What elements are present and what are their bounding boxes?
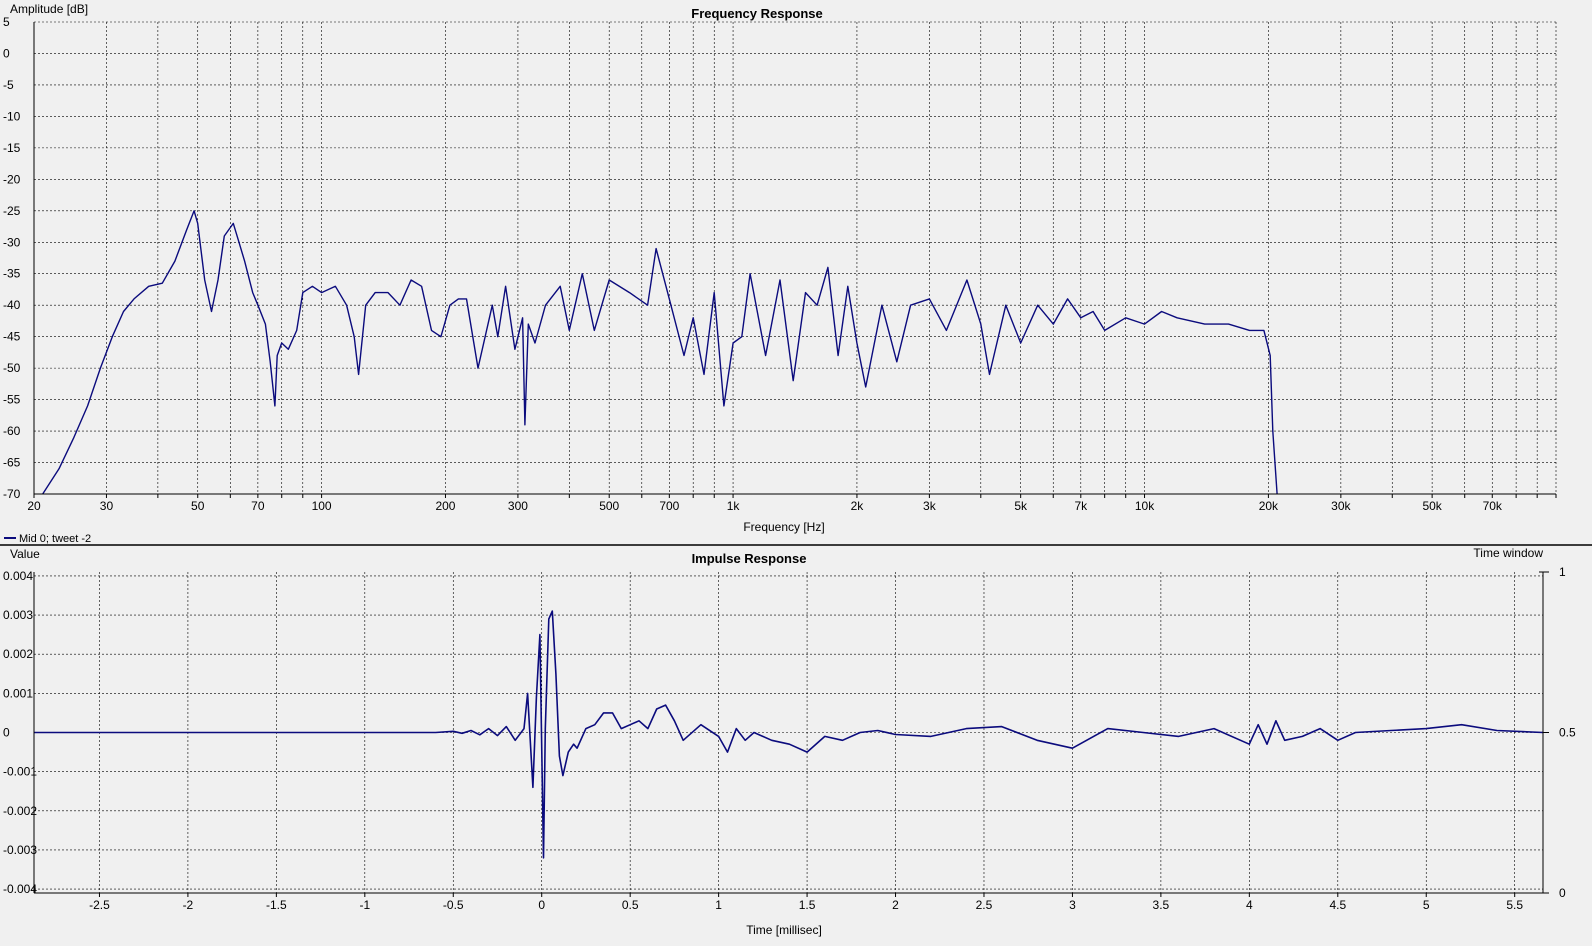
fr-series-line[interactable] (42, 210, 1278, 495)
ir-x-tick-label: 4.5 (1329, 898, 1346, 912)
fr-y-tick-label: -30 (3, 235, 21, 249)
ir-x-tick-label: 4 (1246, 898, 1253, 912)
ir-x-ticks: -2.5 -2 -1.5 -1 -0.5 0 0.5 1 1.5 2 2.5 3 3.5 4 4.5 5 5.5 (89, 893, 1523, 912)
ir-x-tick-label: -0.5 (443, 898, 464, 912)
ir-y-tick-label: -0.004 (3, 882, 37, 896)
ir-y-tick-label: 0.001 (3, 686, 33, 700)
fr-y-tick-label: -25 (3, 204, 21, 218)
ir-x-tick-label: 5 (1423, 898, 1430, 912)
fr-x-tick-label: 20 (27, 499, 41, 513)
impulse-response-chart[interactable]: Value Impulse Response Time window 0.004… (3, 546, 1576, 937)
ir-x-tick-label: 2.5 (976, 898, 993, 912)
ir-x-tick-label: 3.5 (1153, 898, 1170, 912)
ir-y-axis-label: Value (10, 547, 40, 561)
ir-y-tick-label: 0.003 (3, 608, 33, 622)
fr-x-ticks: 20 30 50 70 100 200 300 500 700 1k 2k 3k 5k 7k 10k 20k 3… (27, 494, 1557, 513)
fr-y-tick-label: -45 (3, 330, 21, 344)
fr-x-tick-label: 7k (1074, 499, 1088, 513)
time-window-ticks: 10.50 (1539, 565, 1576, 900)
fr-x-tick-label: 100 (312, 499, 332, 513)
fr-y-tick-label: -55 (3, 393, 21, 407)
ir-chart-title: Impulse Response (692, 551, 807, 566)
ir-x-tick-label: -2.5 (89, 898, 110, 912)
fr-y-tick-label: -20 (3, 172, 21, 186)
fr-y-tick-label: -40 (3, 298, 21, 312)
fr-x-tick-label: 5k (1014, 499, 1028, 513)
ir-series-line[interactable] (34, 610, 1544, 859)
time-window-tick-label: 1 (1559, 565, 1566, 579)
fr-x-tick-label: 70 (251, 499, 265, 513)
fr-chart-title: Frequency Response (691, 6, 823, 21)
fr-x-tick-label: 20k (1259, 499, 1279, 513)
ir-x-tick-label: 2 (892, 898, 899, 912)
ir-x-tick-label: 3 (1069, 898, 1076, 912)
fr-y-tick-label: -50 (3, 361, 21, 375)
ir-y-ticks: 0.004 0.003 0.002 0.001 0 -0.001 -0.002 -0.003 -… (3, 569, 37, 896)
fr-x-tick-label: 1k (727, 499, 741, 513)
ir-grid (34, 572, 1543, 893)
fr-x-tick-label: 2k (851, 499, 865, 513)
fr-x-tick-label: 50k (1422, 499, 1442, 513)
fr-x-tick-label: 30 (100, 499, 114, 513)
fr-y-tick-label: -65 (3, 456, 21, 470)
fr-x-tick-label: 200 (435, 499, 455, 513)
fr-x-tick-label: 70k (1483, 499, 1503, 513)
ir-y-tick-label: 0.004 (3, 569, 33, 583)
time-window-tick-label: 0.5 (1559, 726, 1576, 740)
fr-y-tick-label: -5 (3, 78, 14, 92)
frequency-response-chart[interactable]: Amplitude [dB] Frequency Response 50-5-1… (3, 2, 1557, 534)
fr-y-tick-label: 0 (3, 46, 10, 60)
ir-y-tick-label: -0.001 (3, 765, 37, 779)
fr-y-tick-label: -35 (3, 267, 21, 281)
ir-x-tick-label: 1.5 (799, 898, 816, 912)
fr-x-tick-label: 10k (1135, 499, 1155, 513)
fr-y-ticks: 5 0 -5 -10 -15 -20 -25 -30 -35 -40 -45 -50 -55 -60 -65… (3, 15, 21, 501)
fr-x-tick-label: 50 (191, 499, 205, 513)
ir-y-tick-label: 0 (3, 726, 10, 740)
ir-x-tick-label: -2 (183, 898, 194, 912)
fr-y-tick-label: -15 (3, 141, 21, 155)
fr-x-tick-label: 30k (1331, 499, 1351, 513)
fr-y-tick-label: 5 (3, 15, 10, 29)
fr-y-tick-label: -10 (3, 109, 21, 123)
fr-y-tick-label: -60 (3, 424, 21, 438)
fr-y-axis-label: Amplitude [dB] (10, 2, 88, 16)
ir-x-axis-label: Time [millisec] (746, 923, 822, 937)
ir-x-tick-label: 0.5 (622, 898, 639, 912)
ir-x-tick-label: 0 (538, 898, 545, 912)
legend[interactable]: Mid 0; tweet -2 (4, 533, 91, 545)
fr-y-tick-label: -70 (3, 487, 21, 501)
legend-label: Mid 0; tweet -2 (19, 533, 91, 545)
fr-x-tick-label: 3k (923, 499, 937, 513)
fr-x-tick-label: 300 (508, 499, 528, 513)
ir-y-tick-label: -0.002 (3, 804, 37, 818)
ir-y-tick-label: -0.003 (3, 843, 37, 857)
fr-x-axis-label: Frequency [Hz] (743, 520, 824, 534)
ir-x-tick-label: -1 (359, 898, 370, 912)
ir-x-tick-label: -1.5 (266, 898, 287, 912)
time-window-label: Time window (1473, 546, 1543, 560)
ir-y-tick-label: 0.002 (3, 647, 33, 661)
fr-x-tick-label: 700 (659, 499, 679, 513)
fr-x-tick-label: 500 (599, 499, 619, 513)
fr-grid (33, 21, 1557, 494)
time-window-tick-label: 0 (1559, 886, 1566, 900)
ir-x-tick-label: 5.5 (1506, 898, 1523, 912)
ir-x-tick-label: 1 (715, 898, 722, 912)
